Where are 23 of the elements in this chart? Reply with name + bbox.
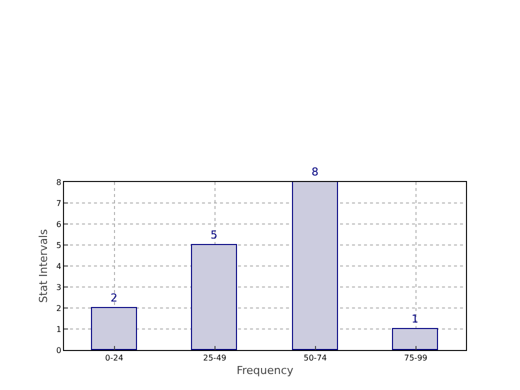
x-tick-label: 50-74 xyxy=(304,354,327,363)
bar xyxy=(292,182,338,350)
x-tick-label: 75-99 xyxy=(404,354,428,363)
data-label: 5 xyxy=(210,228,218,242)
data-label: 2 xyxy=(110,292,118,304)
data-label: 8 xyxy=(312,166,318,178)
bar xyxy=(91,307,137,350)
bar xyxy=(392,328,438,350)
x-axis-title: Frequency xyxy=(236,364,294,377)
data-label: 1 xyxy=(412,312,418,326)
y-tick-label: 1 xyxy=(56,324,62,334)
x-tick-label: 25-49 xyxy=(203,354,226,363)
y-tick-label: 5 xyxy=(56,240,62,250)
y-tick-label: 0 xyxy=(56,346,62,355)
y-tick-label: 4 xyxy=(56,262,62,271)
y-tick-label: 8 xyxy=(56,178,62,187)
y-tick-label: 7 xyxy=(56,198,62,208)
y-axis-title: Stat Intervals xyxy=(36,228,50,303)
bar xyxy=(191,244,237,350)
x-tick-label: 0-24 xyxy=(105,354,124,363)
y-tick-label: 2 xyxy=(56,304,62,313)
y-tick-label: 6 xyxy=(56,220,62,229)
y-tick-label: 3 xyxy=(56,282,62,292)
